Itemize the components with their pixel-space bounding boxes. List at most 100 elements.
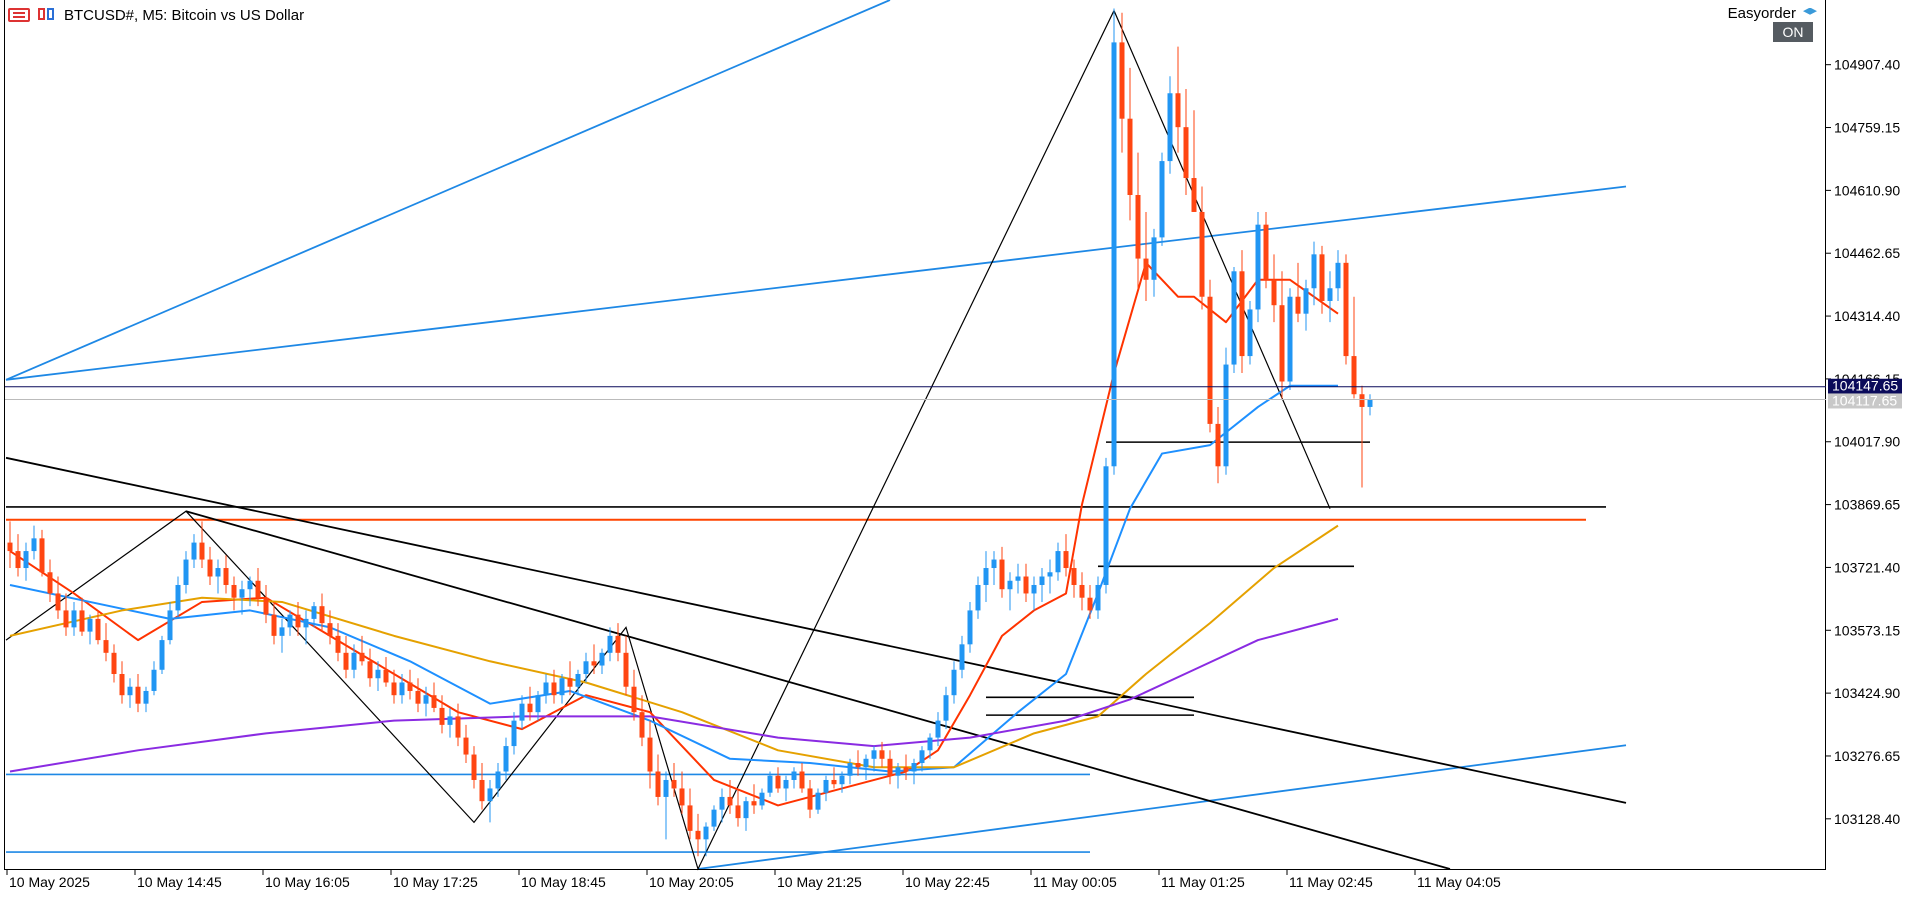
- candle-body: [1215, 423, 1221, 467]
- candle-body: [1047, 572, 1053, 577]
- candle: [1127, 67, 1133, 221]
- status-badge[interactable]: ON: [1773, 22, 1813, 42]
- trendline-0[interactable]: [5, 0, 891, 381]
- candle-body: [591, 661, 597, 666]
- chart-window-icon[interactable]: [38, 7, 56, 23]
- candle: [183, 551, 189, 594]
- price-tick-label: 103276.65: [1834, 748, 1900, 764]
- candle: [495, 763, 501, 797]
- trendlines-layer[interactable]: [5, 0, 1627, 871]
- candle: [711, 805, 717, 831]
- candle: [359, 635, 365, 666]
- candle: [807, 779, 813, 819]
- candle-body: [879, 750, 885, 759]
- candle: [1047, 559, 1053, 594]
- candle: [991, 551, 997, 585]
- candle-body: [895, 767, 901, 776]
- candle: [1343, 254, 1349, 365]
- candle-body: [1119, 42, 1125, 119]
- candle-body: [271, 614, 277, 636]
- candle-body: [751, 801, 757, 806]
- moving-average-ma-slow: [9, 524, 1339, 769]
- candle-body: [175, 584, 181, 611]
- candle-body: [255, 580, 261, 598]
- expert-name: Easyorder: [1727, 5, 1796, 22]
- candle: [623, 635, 629, 696]
- candle-body: [207, 559, 213, 577]
- candle: [1063, 534, 1069, 577]
- candle: [695, 813, 701, 857]
- candle: [55, 576, 61, 619]
- price-tick-label: 103424.90: [1834, 685, 1900, 701]
- candle: [1119, 12, 1125, 153]
- candle-body: [1207, 296, 1213, 424]
- candle-body: [223, 568, 229, 585]
- time-tick-label: 11 May 01:25: [1161, 874, 1245, 890]
- candle-body: [1279, 305, 1285, 382]
- candle: [767, 771, 773, 797]
- trendline-2[interactable]: [697, 744, 1627, 870]
- candle: [23, 542, 29, 581]
- candle-body: [703, 826, 709, 840]
- candle-body: [855, 763, 861, 768]
- menu-list-icon[interactable]: [8, 8, 30, 22]
- candle-body: [351, 652, 357, 670]
- candle: [447, 707, 453, 738]
- candle-body: [607, 635, 613, 653]
- candle: [591, 644, 597, 675]
- candle: [279, 618, 285, 653]
- candle-body: [959, 644, 965, 670]
- candle-body: [1287, 296, 1293, 382]
- candle-body: [527, 703, 533, 713]
- candle-body: [135, 686, 141, 704]
- candle-body: [247, 580, 253, 590]
- time-tick-label: 11 May 00:05: [1033, 874, 1117, 890]
- candle: [271, 601, 277, 645]
- candle-body: [359, 652, 365, 662]
- trendline-4[interactable]: [185, 510, 1451, 870]
- candle-body: [615, 635, 621, 653]
- candle: [935, 712, 941, 747]
- trendline-1[interactable]: [5, 185, 1627, 381]
- candle: [351, 644, 357, 679]
- candle-body: [335, 635, 341, 653]
- candle: [231, 576, 237, 611]
- candle: [175, 576, 181, 619]
- candle-body: [439, 707, 445, 725]
- candle: [391, 669, 397, 704]
- candle: [1159, 152, 1165, 246]
- candle-body: [215, 568, 221, 577]
- candle: [1167, 76, 1173, 174]
- candle-body: [551, 682, 557, 696]
- candle: [855, 750, 861, 776]
- candle-body: [823, 779, 829, 793]
- candle-body: [1079, 584, 1085, 598]
- candle-body: [1159, 161, 1165, 238]
- candle: [671, 763, 677, 797]
- candle: [439, 695, 445, 734]
- candle-body: [231, 584, 237, 598]
- candle: [1135, 152, 1141, 289]
- candle-body: [319, 606, 325, 624]
- candle: [1359, 385, 1365, 488]
- candle: [599, 648, 605, 675]
- candle-body: [503, 746, 509, 772]
- candle-body: [151, 669, 157, 691]
- candle: [1207, 279, 1213, 433]
- candle-body: [647, 737, 653, 772]
- candle: [15, 534, 21, 577]
- candle: [47, 559, 53, 602]
- candle-body: [23, 551, 29, 569]
- candle-body: [1343, 262, 1349, 357]
- candle-body: [391, 682, 397, 696]
- candle-body: [639, 712, 645, 738]
- candle: [207, 546, 213, 585]
- expert-advisor-indicator[interactable]: Easyorder: [1728, 5, 1820, 22]
- candle-body: [1327, 288, 1333, 301]
- candle-body: [1055, 551, 1061, 573]
- candle-body: [1127, 118, 1133, 195]
- trendline-3[interactable]: [5, 456, 1627, 804]
- candle: [967, 601, 973, 653]
- candle: [295, 601, 301, 636]
